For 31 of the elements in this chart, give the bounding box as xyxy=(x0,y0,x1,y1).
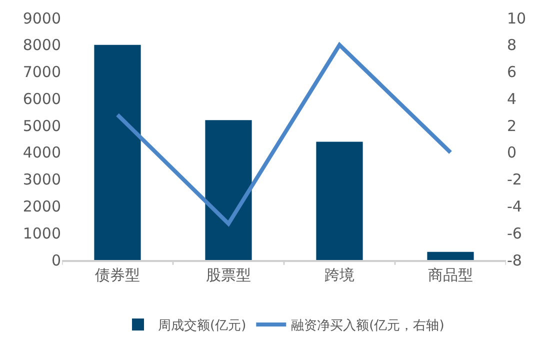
line-series xyxy=(116,42,452,226)
y-tick-label: 6000 xyxy=(22,90,61,108)
y2-tick-label: 0 xyxy=(507,144,517,162)
y-tick-label: 4000 xyxy=(22,144,61,162)
y-tick-label: 5000 xyxy=(22,116,61,135)
x-tick-label: 债券型 xyxy=(95,266,140,284)
y-tick-label: 2000 xyxy=(22,197,61,216)
y-tick-label: 7000 xyxy=(22,63,61,82)
legend-label: 融资净买入额(亿元，右轴) xyxy=(291,318,444,334)
y2-tick-label: 2 xyxy=(507,116,517,135)
y-tick-label: 9000 xyxy=(22,9,61,28)
bar xyxy=(205,120,252,260)
x-tick-label: 商品型 xyxy=(428,266,473,284)
x-tick-label: 跨境 xyxy=(324,266,354,284)
y-tick-label: 3000 xyxy=(22,170,61,189)
legend-label: 周成交额(亿元) xyxy=(158,318,246,334)
y-tick-label: 8000 xyxy=(22,36,61,54)
bar xyxy=(316,142,363,260)
y2-tick-label: 6 xyxy=(507,63,517,82)
y2-tick-label: -2 xyxy=(507,170,522,189)
y2-tick-label: 8 xyxy=(507,36,517,54)
y2-tick-label: 10 xyxy=(507,9,526,28)
y-tick-label: 1000 xyxy=(22,224,61,242)
bar xyxy=(94,44,141,260)
y2-tick-label: -6 xyxy=(507,224,522,242)
x-tick-label: 股票型 xyxy=(206,266,251,284)
y2-tick-label: 4 xyxy=(507,90,517,108)
y2-tick-label: -4 xyxy=(507,197,522,216)
bar xyxy=(427,252,474,260)
y-tick-label: 0 xyxy=(51,251,61,270)
y2-tick-label: -8 xyxy=(507,251,522,270)
